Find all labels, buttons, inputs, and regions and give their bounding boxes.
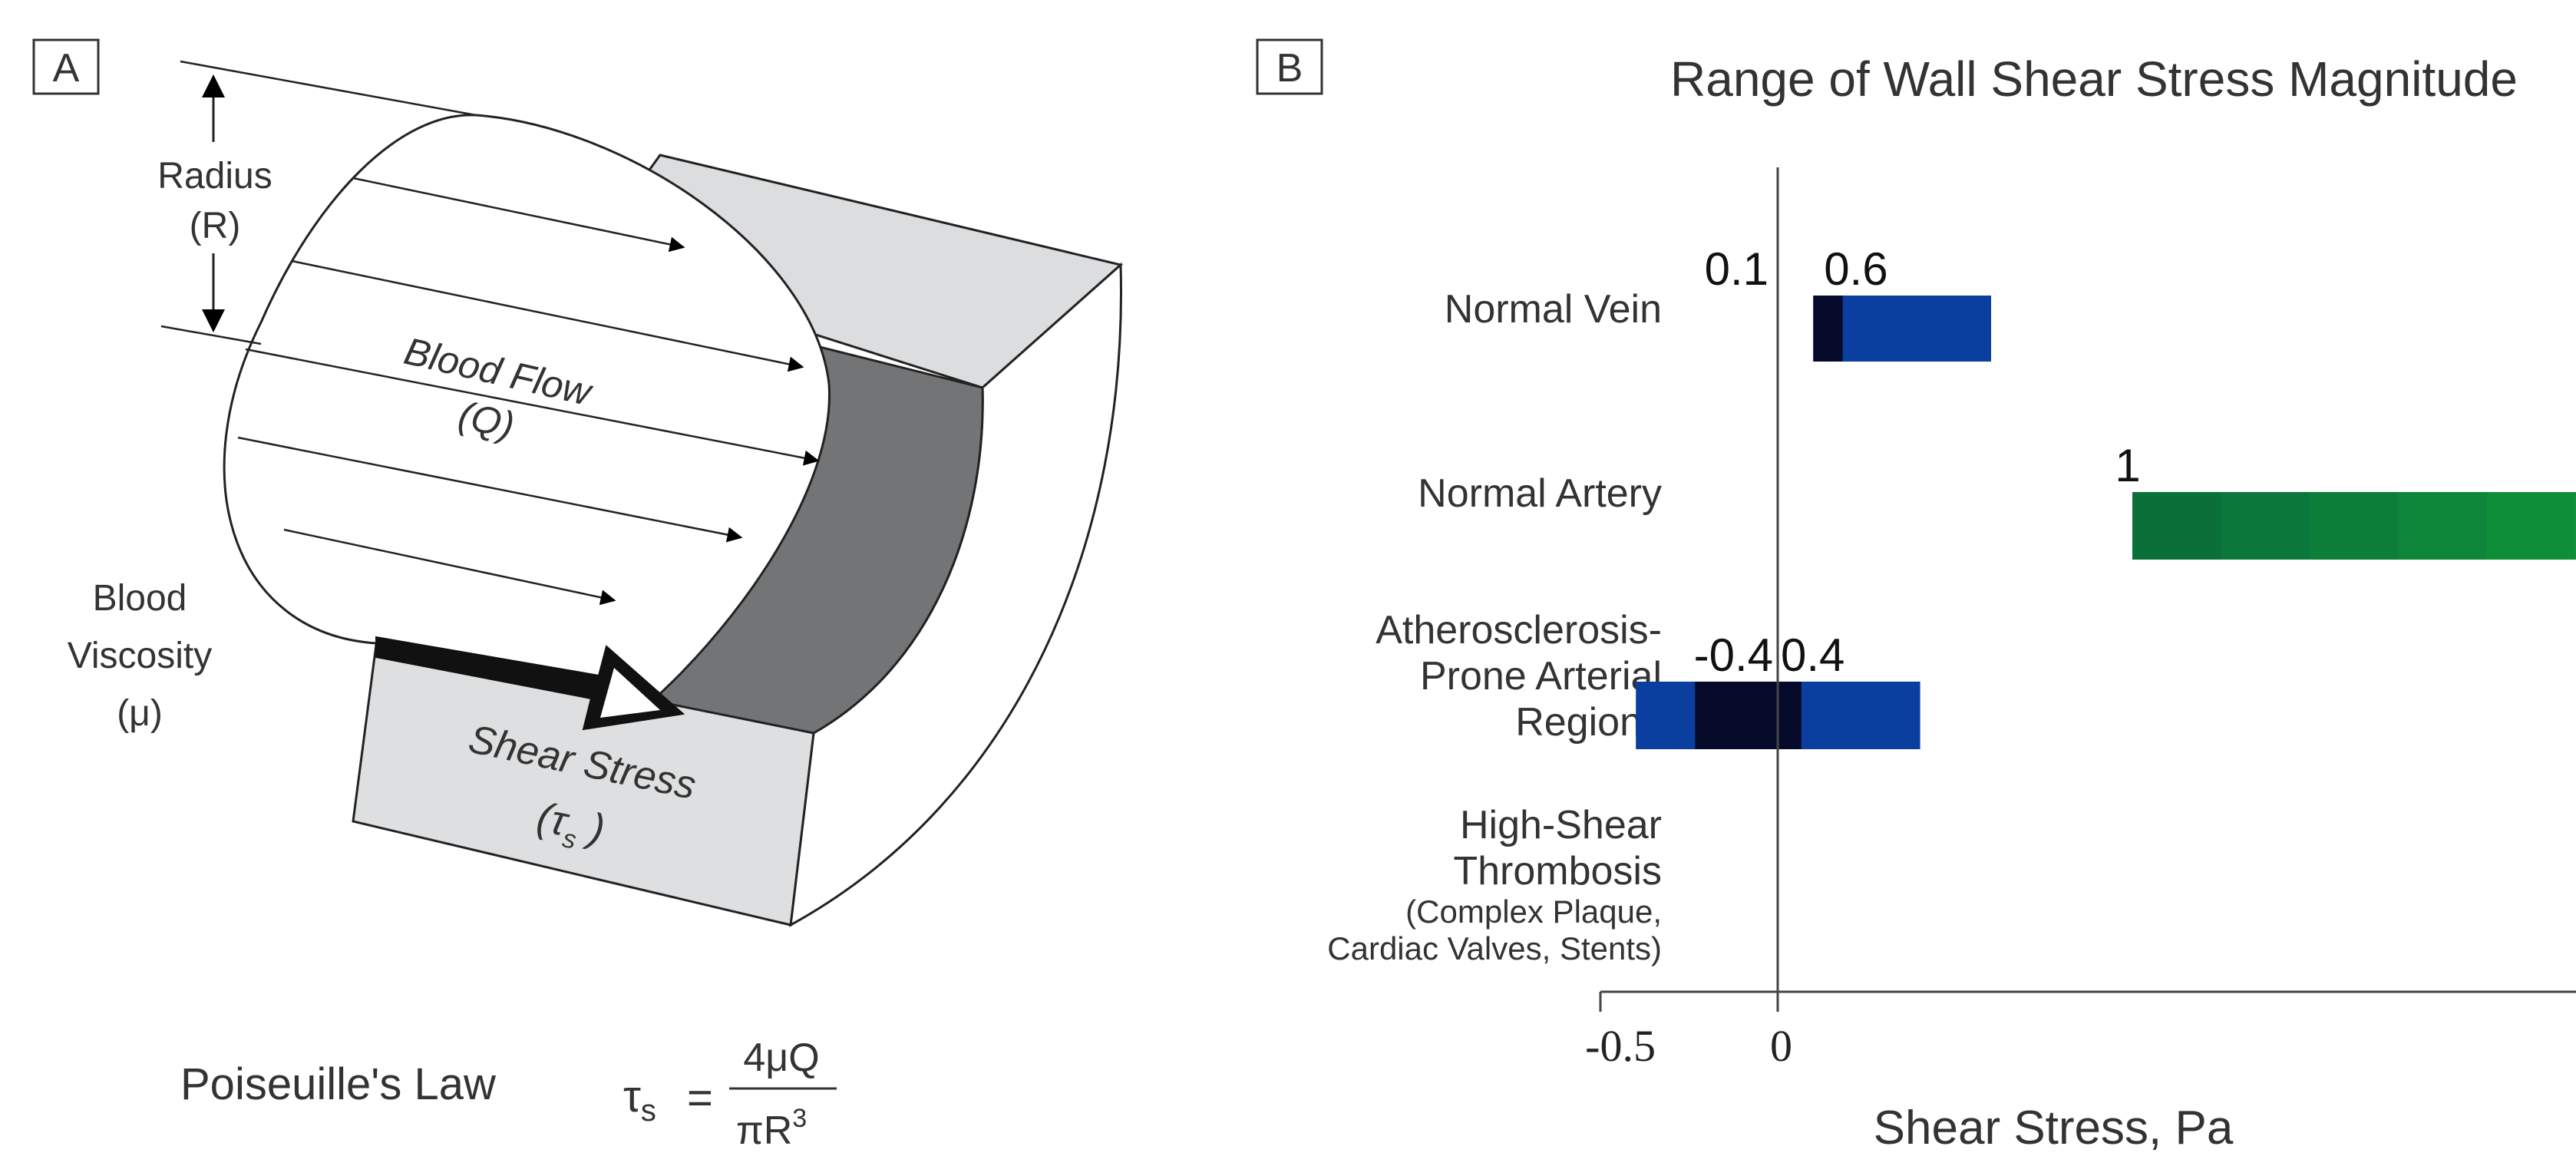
radius-symbol: (R): [190, 206, 241, 246]
range-bar-segment: [1778, 682, 1791, 749]
range-bar-segment: [2310, 492, 2399, 560]
range-bar-segment: [1946, 296, 1954, 362]
range-bar-segment: [1860, 682, 1873, 749]
panel-a-label: A: [53, 46, 80, 91]
x-tick-label: -0.5: [1585, 1021, 1656, 1071]
x-tick-label: 0: [1770, 1021, 1792, 1071]
formula-lhs: τs: [623, 1072, 656, 1128]
range-bar-segment: [1864, 296, 1873, 362]
range-bar-segment: [1872, 296, 1881, 362]
panel-a-label-box: [32, 38, 100, 95]
range-bar-segment: [1894, 296, 1903, 362]
range-bar-segment: [1647, 682, 1660, 749]
category-label: Normal Vein: [1445, 287, 1662, 332]
shear-arrow-inner: [600, 668, 660, 718]
range-bar-segment: [1837, 682, 1850, 749]
viscosity-label-1: Blood: [93, 578, 187, 619]
panel-b-label-box: [1256, 38, 1323, 95]
range-bar-segment: [1960, 296, 1970, 362]
range-bar-segment: [1813, 682, 1826, 749]
range-max-label: 0.4: [1781, 629, 1844, 681]
radius-bottom-line: [160, 325, 262, 345]
range-bar-segment: [1754, 682, 1767, 749]
category-label: Normal Artery: [1418, 471, 1662, 516]
chart-title: Range of Wall Shear Stress Magnitude: [1670, 51, 2518, 107]
viscosity-label-2: Viscosity: [68, 636, 213, 676]
flow-arrow: [291, 259, 804, 372]
range-bar-segment: [1848, 682, 1861, 749]
panel-a: A Radius (R) Blood Flow (Q) Blood Viscos…: [32, 38, 1124, 1153]
category-label: High-Shear: [1460, 803, 1662, 847]
range-max-label: 0.6: [1824, 243, 1887, 295]
range-min-label: -0.4: [1694, 629, 1773, 681]
flow-arrow: [283, 528, 616, 606]
range-bar-segment: [1820, 296, 1829, 362]
range-bar-segment: [1765, 682, 1778, 749]
range-bar-segment: [1660, 682, 1673, 749]
range-bar-segment: [1636, 682, 1649, 749]
range-bar-segment: [1968, 296, 1977, 362]
range-bar-segment: [1706, 682, 1719, 749]
panel-b: B Range of Wall Shear Stress Magnitude -…: [1256, 38, 2576, 1155]
range-bar-segment: [1828, 296, 1836, 362]
range-bar-segment: [1789, 682, 1802, 749]
range-bar-segment: [1801, 682, 1814, 749]
range-bar-segment: [1887, 296, 1895, 362]
viscosity-symbol: (μ): [117, 693, 163, 734]
range-bar-segment: [1842, 296, 1851, 362]
range-bar-segment: [1813, 296, 1821, 362]
formula-denominator: πR3: [736, 1104, 807, 1153]
flow-arrow: [237, 436, 743, 543]
range-bar-segment: [1879, 296, 1888, 362]
range-bar-segment: [1695, 682, 1708, 749]
radius-top-line: [180, 60, 477, 117]
range-bar-segment: [1671, 682, 1684, 749]
range-bar-segment: [1907, 682, 1920, 749]
range-bar-segment: [2487, 492, 2576, 560]
range-bar-segment: [2398, 492, 2488, 560]
range-bar-segment: [1683, 682, 1696, 749]
range-min-label: 1: [2115, 440, 2140, 491]
range-bar-segment: [1850, 296, 1858, 362]
category-note: Cardiac Valves, Stents): [1327, 930, 1662, 966]
formula-numerator: 4μQ: [743, 1036, 819, 1080]
range-bar-segment: [1924, 296, 1932, 362]
radius-label: Radius: [157, 156, 272, 197]
range-bar-segment: [1884, 682, 1897, 749]
category-note: (Complex Plaque,: [1405, 894, 1662, 930]
range-bar-segment: [1953, 296, 1962, 362]
category-label: Atherosclerosis-: [1376, 608, 1662, 652]
range-bar-segment: [1909, 296, 1917, 362]
panel-b-label: B: [1276, 46, 1303, 91]
x-axis-label: Shear Stress, Pa: [1874, 1102, 2234, 1155]
range-bar-segment: [1730, 682, 1743, 749]
range-bar-segment: [1872, 682, 1885, 749]
formula-equals: =: [687, 1073, 713, 1123]
law-label: Poiseuille's Law: [180, 1059, 497, 1109]
range-bar-segment: [1916, 296, 1925, 362]
category-label: Prone Arterial: [1420, 654, 1662, 699]
range-bar-segment: [1901, 296, 1911, 362]
range-bar-segment: [1742, 682, 1755, 749]
poiseuille-formula: τs = 4μQ πR3: [623, 1036, 837, 1153]
flow-arrow: [245, 348, 820, 466]
range-bar-segment: [1983, 296, 1991, 362]
range-bar-segment: [1857, 296, 1866, 362]
range-bar-segment: [1835, 296, 1844, 362]
range-bar-segment: [1825, 682, 1838, 749]
flow-arrow: [352, 177, 685, 253]
range-bar-segment: [1975, 296, 1984, 362]
range-bar-segment: [1896, 682, 1909, 749]
range-bar-segment: [1938, 296, 1947, 362]
range-bar-segment: [1931, 296, 1940, 362]
range-min-label: 0.1: [1705, 243, 1769, 295]
range-bar-segment: [1719, 682, 1732, 749]
range-bar-segment: [2221, 492, 2310, 560]
range-bar-segment: [2132, 492, 2222, 560]
category-label: Thrombosis: [1453, 849, 1662, 894]
